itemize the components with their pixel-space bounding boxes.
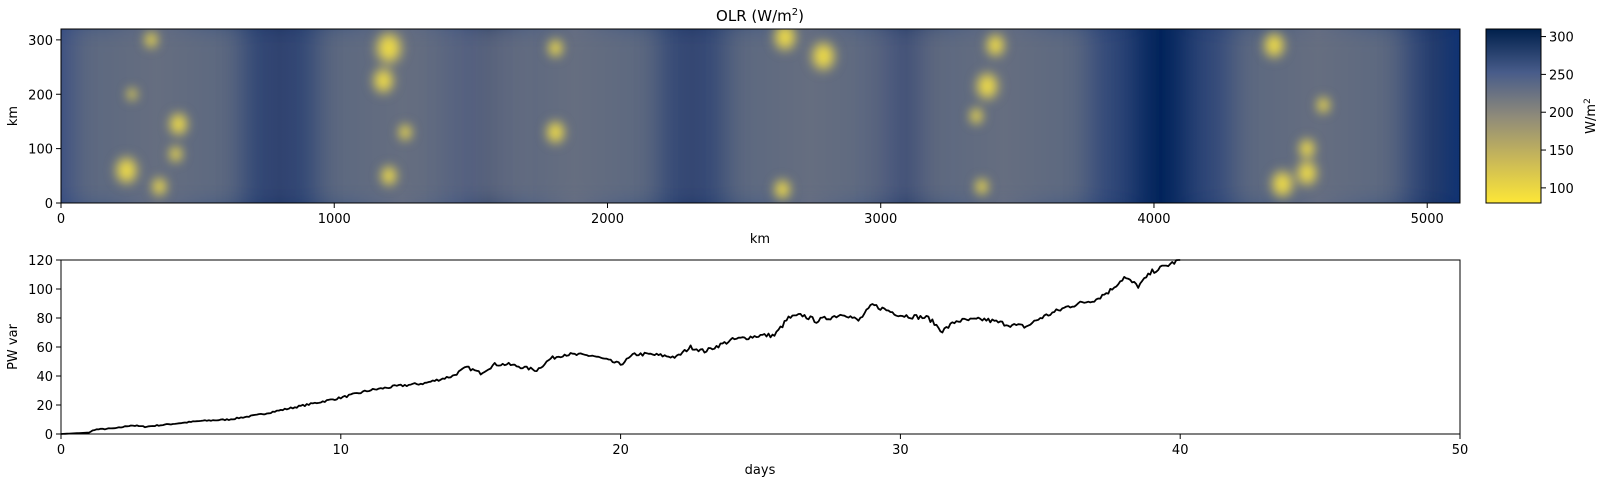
heatmap-x-ticks: 0 1000 2000 3000 4000 5000 <box>57 203 1444 227</box>
heatmap-y-ticks: 0 100 200 300 <box>28 34 61 212</box>
line-y-tick-label: 0 <box>45 428 53 443</box>
cloud-core <box>118 160 135 181</box>
line-y-ticks: 0 20 40 60 80 100 120 <box>28 254 61 443</box>
colorbar-tick-label: 200 <box>1549 106 1574 121</box>
pw-var-line <box>60 259 1181 435</box>
cloud-core <box>1299 163 1315 183</box>
line-x-tick-label: 10 <box>333 443 350 458</box>
line-x-tick-label: 20 <box>612 443 629 458</box>
heatmap-y-tick-label: 300 <box>28 34 53 49</box>
line-x-tick-label: 30 <box>892 443 909 458</box>
cloud-core <box>1318 98 1329 112</box>
line-y-tick-label: 40 <box>36 370 53 385</box>
cloud-core <box>375 71 392 91</box>
line-y-tick-label: 120 <box>28 254 53 269</box>
convective-band-haze <box>873 29 1134 203</box>
heatmap-y-tick-label: 0 <box>45 197 53 212</box>
cloud-core <box>400 126 411 139</box>
line-x-tick-label: 40 <box>1172 443 1189 458</box>
line-panel: 0 10 20 30 40 50 0 20 40 60 80 100 120 days PW var <box>6 254 1468 478</box>
colorbar-tick-label: 250 <box>1549 68 1574 83</box>
cloud-core <box>170 147 181 161</box>
line-frame <box>60 259 1461 435</box>
colorbar: 100 150 200 250 300 W/m2 <box>1485 28 1599 204</box>
colorbar-label: W/m2 <box>1583 98 1599 134</box>
cloud-core <box>128 89 136 100</box>
convective-band-haze <box>1187 29 1448 203</box>
cloud-core <box>976 180 987 193</box>
cloud-core <box>988 36 1003 54</box>
heatmap-title: OLR (W/m2) <box>716 7 804 25</box>
line-x-tick-label: 50 <box>1452 443 1469 458</box>
heatmap-panel: OLR (W/m2) 0 1000 2000 3000 4000 5000 0 100 200… <box>6 7 1461 247</box>
line-y-tick-label: 80 <box>36 312 53 327</box>
heatmap-y-tick-label: 100 <box>28 143 53 158</box>
heatmap-xlabel: km <box>750 232 770 247</box>
cloud-core <box>776 181 789 197</box>
line-xlabel: days <box>745 463 776 478</box>
cloud-core <box>171 115 186 133</box>
colorbar-gradient <box>1486 29 1541 203</box>
colorbar-frame <box>1485 28 1542 204</box>
heatmap-ylabel: km <box>6 106 21 126</box>
line-y-tick-label: 60 <box>36 341 53 356</box>
colorbar-tick-label: 300 <box>1549 31 1574 46</box>
heatmap-x-tick-label: 3000 <box>864 212 897 227</box>
cloud-core <box>814 45 833 68</box>
line-y-tick-label: 20 <box>36 399 53 414</box>
cloud-core <box>153 179 165 194</box>
heatmap-x-tick-label: 2000 <box>591 212 624 227</box>
cloud-core <box>776 29 794 48</box>
convective-band-haze <box>444 29 705 203</box>
line-ylabel: PW var <box>6 323 21 369</box>
heatmap-frame <box>60 28 1461 204</box>
heatmap-x-tick-label: 4000 <box>1137 212 1170 227</box>
cloud-core <box>1300 141 1313 157</box>
cloud-core <box>550 41 562 55</box>
colorbar-ticks: 100 150 200 250 300 <box>1541 31 1574 197</box>
cloud-core <box>1274 173 1291 195</box>
heatmap-x-tick-label: 5000 <box>1411 212 1444 227</box>
heatmap-x-tick-label: 1000 <box>318 212 351 227</box>
line-x-tick-label: 0 <box>57 443 65 458</box>
cloud-core <box>382 168 395 184</box>
cloud-core <box>548 123 563 141</box>
line-x-ticks: 0 10 20 30 40 50 <box>57 434 1468 458</box>
cloud-core <box>146 33 157 47</box>
colorbar-tick-label: 150 <box>1549 144 1574 159</box>
convective-bands <box>61 29 1448 203</box>
cloud-core <box>1266 35 1282 55</box>
colorbar-tick-label: 100 <box>1549 182 1574 197</box>
cloud-core <box>979 75 996 97</box>
cloud-core <box>379 36 399 60</box>
heatmap-y-tick-label: 200 <box>28 88 53 103</box>
cloud-core <box>971 109 982 123</box>
line-y-tick-label: 100 <box>28 283 53 298</box>
cloud-cores <box>113 29 1332 201</box>
heatmap-x-tick-label: 0 <box>57 212 65 227</box>
